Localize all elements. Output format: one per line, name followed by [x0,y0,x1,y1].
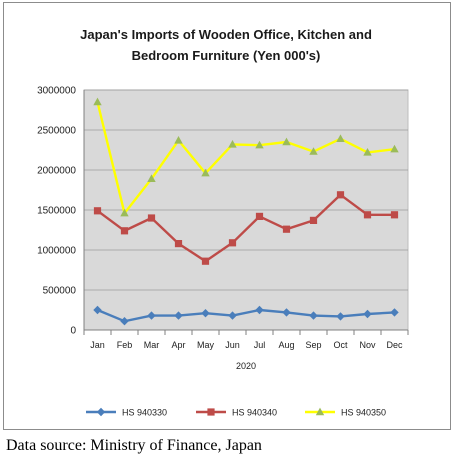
chart-title-line1: Japan's Imports of Wooden Office, Kitche… [80,27,372,42]
x-tick-label: Mar [144,340,160,350]
data-point [147,311,156,320]
data-point [255,305,264,315]
y-tick-label: 500000 [43,286,77,297]
data-point [93,97,102,106]
legend-marker [315,407,325,416]
x-tick-label: Jul [254,340,266,350]
y-tick-label: 2000000 [37,166,76,177]
x-tick-label: Jun [225,340,240,350]
x-tick-label: Aug [278,340,294,350]
axes [83,90,409,335]
data-point [363,148,372,156]
data-point [228,239,237,247]
chart: Japan's Imports of Wooden Office, Kitche… [37,27,409,418]
x-axis-label: 2020 [236,361,256,371]
data-point [201,168,210,177]
y-tick-label: 1000000 [37,246,76,257]
data-point [201,309,210,318]
data-point [363,211,372,219]
data-point [120,227,129,235]
data-point [309,311,318,320]
series-hs-940330 [93,305,399,326]
data-point [147,174,156,182]
series-line [96,101,395,215]
data-point [174,311,183,320]
legend-item: HS 940340 [196,408,277,418]
x-tick-label: Feb [117,340,133,350]
x-tick-label: Nov [359,340,376,350]
y-tick-label: 3000000 [37,86,76,97]
legend-marker [96,407,106,417]
data-point [120,208,129,217]
data-point [390,211,399,219]
series-hs-940350 [93,97,399,217]
x-tick-label: Oct [333,340,348,350]
x-tick-label: May [197,340,215,350]
legend-label: HS 940330 [122,408,167,418]
data-point [282,137,291,146]
chart-title-line2: Bedroom Furniture (Yen 000's) [132,48,321,63]
data-point [336,134,345,142]
y-tick-label: 0 [70,326,76,337]
data-point [282,225,291,233]
legend-label: HS 940340 [232,408,277,418]
data-point [336,191,345,199]
series-line [96,193,395,263]
y-axis-ticks: 0 500000 1000000 1500000 2000000 2500000 30000… [37,86,76,337]
data-point [201,257,210,265]
data-point [363,309,372,319]
series-layer [93,97,399,326]
x-tick-label: Apr [171,340,185,350]
legend-marker [207,408,215,416]
data-point [147,214,156,222]
x-tick-label: Dec [386,340,403,350]
data-point [120,317,129,326]
data-point [93,305,102,315]
legend-item: HS 940350 [305,408,386,418]
series-hs-940340 [93,191,399,265]
data-point [228,140,237,148]
data-point [255,212,264,220]
data-source-caption: Data source: Ministry of Finance, Japan [6,437,262,454]
x-tick-label: Sep [305,340,321,350]
data-point [390,308,399,317]
data-point [228,311,237,320]
data-point [390,144,399,153]
data-point [174,240,183,248]
data-point [174,136,183,144]
y-tick-label: 2500000 [37,126,76,137]
data-point [309,147,318,155]
data-point [255,140,264,149]
data-point [336,312,345,321]
data-point [309,216,318,224]
legend-item: HS 940330 [86,408,167,418]
gridlines [84,89,408,291]
data-point [282,308,291,317]
y-tick-label: 1500000 [37,206,76,217]
legend-label: HS 940350 [341,408,386,418]
series-line [97,308,395,323]
x-axis-ticks: Jan Feb Mar Apr May Jun Jul Aug Sep Oct Nov Dec [90,340,403,350]
legend: HS 940330 HS 940340 HS 940350 [86,408,386,418]
data-point [93,207,102,215]
x-tick-label: Jan [90,340,105,350]
